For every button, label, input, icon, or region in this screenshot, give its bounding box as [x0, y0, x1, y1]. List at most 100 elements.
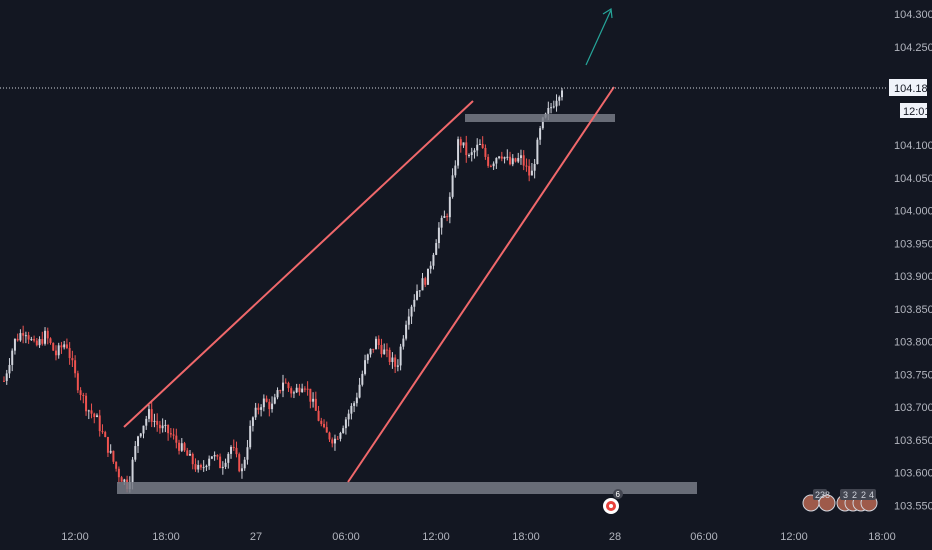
candle-body — [470, 152, 473, 156]
candle-body — [331, 439, 334, 444]
candle-body — [197, 464, 200, 470]
y-tick-label: 103.800 — [894, 337, 932, 349]
candle-body — [358, 384, 361, 398]
y-tick-label: 103.750 — [894, 369, 932, 381]
event-marker[interactable]: 6 — [603, 489, 623, 514]
candle-body — [199, 464, 202, 468]
candle-body — [301, 388, 304, 393]
flag-badges[interactable]: 2 38 3 2 2 4 — [802, 489, 878, 512]
candle-body — [550, 107, 553, 109]
badge-count-4: 2 — [852, 490, 857, 500]
y-tick-label: 103.650 — [894, 435, 932, 447]
candle-body — [46, 330, 49, 339]
x-tick-label: 28 — [609, 531, 621, 543]
candle-body — [309, 388, 312, 402]
candle-body — [432, 254, 435, 266]
candle-body — [380, 345, 383, 355]
candle-body — [191, 453, 194, 465]
lower-trendline[interactable] — [347, 86, 615, 483]
candle-body — [65, 344, 68, 349]
time-axis[interactable]: 12:00 18:00 27 06:00 12:00 18:00 28 06:00 12:00 1… — [61, 531, 896, 543]
candle-body — [260, 407, 263, 410]
candle-body — [169, 433, 172, 435]
last-price-tag: 104.189 — [889, 79, 932, 96]
candle-body — [224, 462, 227, 467]
candle-body — [183, 443, 186, 451]
candle-body — [372, 348, 375, 350]
candle-body — [503, 157, 506, 159]
candle-body — [33, 339, 36, 341]
candle-body — [282, 382, 284, 391]
projection-arrow[interactable] — [585, 9, 612, 66]
candle-body — [257, 407, 260, 410]
candle-body — [221, 466, 224, 469]
candle-body — [87, 410, 90, 412]
candle-body — [298, 387, 301, 393]
candle-body — [158, 424, 161, 429]
candle-body — [41, 339, 44, 344]
resistance-zone[interactable] — [465, 114, 615, 122]
y-tick-label: 104.300 — [894, 9, 932, 21]
candle-body — [273, 397, 276, 404]
x-tick-label: 12:00 — [61, 531, 89, 543]
candle-body — [265, 398, 268, 402]
candle-body — [536, 139, 539, 165]
candle-body — [481, 143, 484, 148]
candle-body — [147, 409, 150, 419]
x-tick-label: 12:00 — [422, 531, 450, 543]
candle-body — [522, 155, 525, 166]
candle-body — [355, 397, 358, 404]
candle-body — [339, 432, 342, 439]
candle-body — [424, 278, 427, 285]
candle-body — [16, 338, 19, 341]
x-tick-label: 18:00 — [868, 531, 896, 543]
candle-body — [243, 459, 246, 469]
upper-trendline[interactable] — [123, 100, 474, 428]
candle-body — [52, 342, 55, 351]
countdown-tag: 12:01 — [900, 103, 931, 118]
candle-body — [385, 349, 388, 351]
candle-body — [145, 418, 148, 426]
candle-body — [213, 455, 216, 457]
candle-body — [161, 425, 164, 429]
candle-body — [76, 373, 79, 391]
y-tick-label: 104.100 — [894, 140, 932, 152]
candle-body — [30, 339, 33, 341]
candle-body — [558, 97, 561, 101]
candle-body — [446, 216, 449, 218]
candle-body — [189, 453, 191, 456]
candle-body — [369, 348, 372, 355]
candle-body — [120, 477, 123, 482]
candle-body — [525, 165, 528, 167]
candle-body — [426, 268, 429, 285]
support-zone[interactable] — [117, 482, 697, 494]
candle-body — [509, 156, 512, 165]
candle-body — [361, 373, 364, 385]
candle-body — [498, 156, 501, 159]
candle-body — [44, 330, 47, 344]
candle-body — [153, 420, 156, 422]
candle-body — [421, 278, 424, 291]
candle-body — [459, 139, 462, 146]
candle-body — [473, 150, 476, 153]
candle-body — [547, 107, 550, 114]
candle-body — [448, 196, 451, 218]
candle-body — [240, 468, 243, 472]
candle-body — [295, 387, 298, 393]
candle-body — [484, 147, 487, 157]
candle-body — [194, 464, 197, 470]
candle-body — [366, 354, 369, 361]
candle-body — [68, 348, 71, 359]
candle-body — [109, 450, 112, 453]
candle-body — [377, 338, 380, 346]
candle-body — [238, 454, 241, 472]
candle-body — [284, 382, 287, 384]
candle-body — [328, 432, 331, 440]
x-tick-label: 18:00 — [152, 531, 180, 543]
candle-body — [396, 365, 399, 367]
candle-body — [375, 338, 377, 350]
candle-body — [533, 164, 536, 171]
price-axis[interactable]: 104.300 104.250 104.100 104.050 104.000 103.9… — [894, 9, 932, 512]
candle-body — [13, 338, 16, 351]
